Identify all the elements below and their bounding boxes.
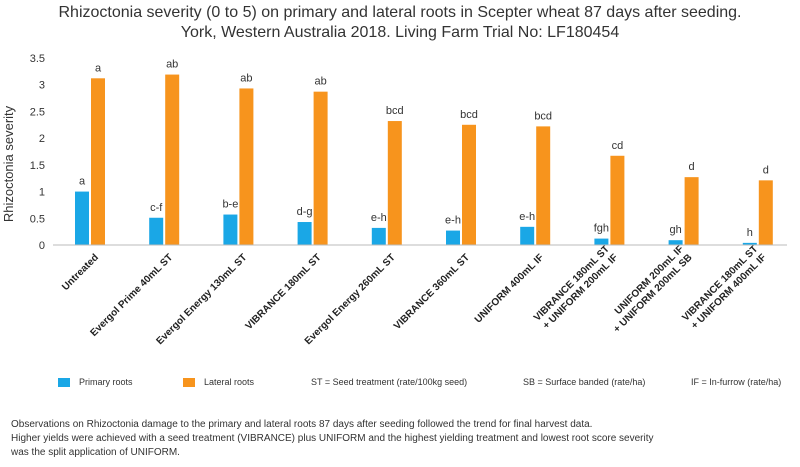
bar-primary-roots <box>668 240 683 245</box>
x-tick-label: VIBRANCE 360mL ST <box>392 252 472 332</box>
legend-item-primary: Primary roots <box>58 377 133 387</box>
bar-lateral-roots <box>165 74 180 245</box>
bar-primary-roots <box>594 238 609 245</box>
significance-label: ab <box>240 72 252 84</box>
x-tick-label-line: Evergol Prime 40mL ST <box>89 252 176 339</box>
bar-primary-roots <box>742 242 757 245</box>
significance-label: a <box>79 176 86 188</box>
bar-lateral-roots <box>758 180 773 245</box>
significance-label: gh <box>669 224 681 236</box>
bar-primary-roots <box>75 191 89 245</box>
significance-label: a <box>95 62 102 74</box>
x-tick-label-line: Untreated <box>60 252 101 293</box>
x-tick-label-line: UNIFORM 200mL IF <box>613 244 686 317</box>
y-tick-label: 3.5 <box>30 53 45 65</box>
legend-label-primary: Primary roots <box>79 377 133 387</box>
bar-primary-roots <box>520 226 535 245</box>
significance-label: cd <box>612 140 624 152</box>
bar-lateral-roots <box>91 78 105 245</box>
legend: Primary roots Lateral roots ST = Seed tr… <box>0 377 800 393</box>
legend-note-st: ST = Seed treatment (rate/100kg seed) <box>311 377 467 387</box>
y-tick-label: 1.5 <box>30 160 45 172</box>
x-tick-label: VIBRANCE 180mL ST <box>244 252 324 332</box>
legend-note-sb: SB = Surface banded (rate/ha) <box>523 377 645 387</box>
significance-label: bcd <box>460 109 478 121</box>
x-tick-label: VIBRANCE 180mL ST+ UNIFORM 200mL IF <box>532 244 620 332</box>
x-tick-label: VIBRANCE 180mL ST+ UNIFORM 400mL IF <box>680 244 768 332</box>
note-line-1: Observations on Rhizoctonia damage to th… <box>11 419 593 430</box>
legend-note-if: IF = In-furrow (rate/ha) <box>691 377 781 387</box>
legend-note-sb-text: SB = Surface banded (rate/ha) <box>523 377 646 387</box>
legend-swatch-lateral <box>183 377 195 387</box>
significance-label: e-h <box>371 212 387 224</box>
x-tick-label: Untreated <box>60 252 101 293</box>
bar-lateral-roots <box>536 126 551 245</box>
y-axis-label: Rhizoctonia severity <box>1 105 16 222</box>
significance-label: e-h <box>519 211 535 223</box>
bar-lateral-roots <box>684 177 699 245</box>
bar-primary-roots <box>371 227 386 245</box>
x-tick-label-line: + UNIFORM 200mL SB <box>612 252 695 335</box>
note-line-2: Higher yields were achieved with a seed … <box>11 433 654 444</box>
bar-primary-roots <box>149 217 164 245</box>
y-tick-label: 2 <box>39 133 45 145</box>
x-tick-label-line: + UNIFORM 200mL IF <box>541 252 620 331</box>
significance-label: bcd <box>386 105 404 117</box>
y-tick-label: 1 <box>39 187 45 199</box>
significance-label: h <box>747 227 753 239</box>
x-tick-label-line: VIBRANCE 180mL ST <box>680 244 760 324</box>
bar-lateral-roots <box>387 121 402 245</box>
legend-swatch-primary <box>58 377 70 387</box>
significance-label: d <box>689 161 695 173</box>
significance-label: c-f <box>150 202 163 214</box>
legend-label-lateral: Lateral roots <box>204 377 255 387</box>
note-line-3: was the split application of UNIFORM. <box>11 447 180 458</box>
x-tick-label: Evergol Prime 40mL ST <box>89 252 176 339</box>
significance-label: bcd <box>534 110 552 122</box>
bar-lateral-roots <box>313 91 328 245</box>
x-tick-label-line: VIBRANCE 180mL ST <box>244 252 324 332</box>
significance-label: ab <box>166 59 178 71</box>
bar-lateral-roots <box>239 88 254 245</box>
significance-label: d-g <box>297 206 313 218</box>
y-tick-label: 0 <box>39 240 45 252</box>
y-tick-label: 0.5 <box>30 213 45 225</box>
bar-lateral-roots <box>462 124 476 245</box>
y-tick-label: 2.5 <box>30 106 45 118</box>
bar-primary-roots <box>446 230 460 245</box>
significance-label: fgh <box>594 223 609 235</box>
x-tick-label-line: + UNIFORM 400mL IF <box>689 252 768 331</box>
significance-label: b-e <box>222 199 238 211</box>
chart-title-line-2: York, Western Australia 2018. Living Far… <box>180 24 620 41</box>
chart-title-line-1: Rhizoctonia severity (0 to 5) on primary… <box>58 4 742 21</box>
bar-chart: Rhizoctonia severity 0 0.5 1 1.5 2 2.5 3 3.5 a c… <box>1 53 787 347</box>
x-tick-label-line: VIBRANCE 180mL ST <box>532 244 612 324</box>
significance-label: e-h <box>445 215 461 227</box>
legend-note-if-text: IF = In-furrow (rate/ha) <box>691 377 782 387</box>
y-tick-label: 3 <box>39 80 45 92</box>
legend-note-st-text: ST = Seed treatment (rate/100kg seed) <box>311 377 468 387</box>
significance-label: d <box>763 164 769 176</box>
x-tick-label-line: VIBRANCE 360mL ST <box>392 252 472 332</box>
bar-primary-roots <box>297 222 312 245</box>
legend-item-lateral: Lateral roots <box>183 377 254 387</box>
significance-label: ab <box>314 76 326 88</box>
bar-lateral-roots <box>610 155 625 245</box>
bar-primary-roots <box>223 214 238 245</box>
